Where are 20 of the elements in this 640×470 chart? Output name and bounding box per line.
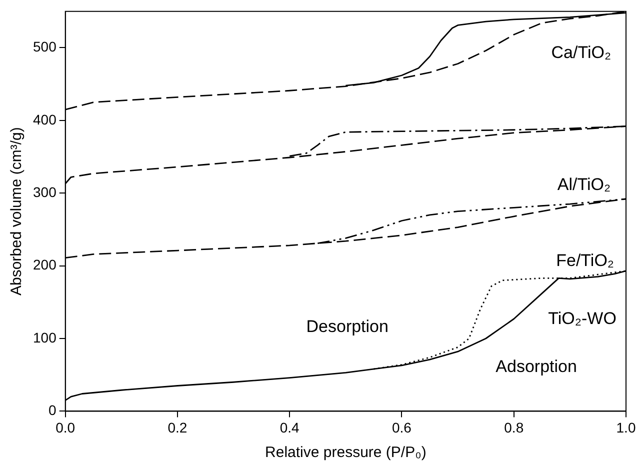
annotation: Ca/TiO₂: [551, 43, 612, 62]
annotation: TiO₂-WO: [548, 308, 616, 328]
annotation: Fe/TiO₂: [556, 250, 614, 270]
y-tick-label: 500: [33, 38, 57, 55]
annotation: Al/TiO₂: [557, 175, 611, 194]
annotation: Desorption: [306, 316, 388, 336]
x-tick-label: 0.8: [504, 419, 524, 436]
x-tick-label: 0.0: [56, 419, 76, 436]
x-tick-label: 1.0: [616, 419, 636, 436]
x-tick-label: 0.4: [280, 419, 300, 436]
x-tick-label: 0.2: [168, 419, 188, 436]
y-axis-title: Absorbed volume (cm³/g): [8, 127, 26, 296]
y-tick-label: 400: [33, 111, 57, 128]
x-tick-label: 0.6: [392, 419, 412, 436]
annotation: Adsorption: [496, 356, 577, 376]
y-tick-label: 100: [33, 329, 57, 346]
y-tick-label: 300: [33, 184, 57, 200]
y-tick-label: 200: [33, 256, 57, 273]
x-axis-title: Relative pressure (P/P₀): [265, 444, 426, 462]
y-tick-label: 0: [48, 402, 57, 418]
